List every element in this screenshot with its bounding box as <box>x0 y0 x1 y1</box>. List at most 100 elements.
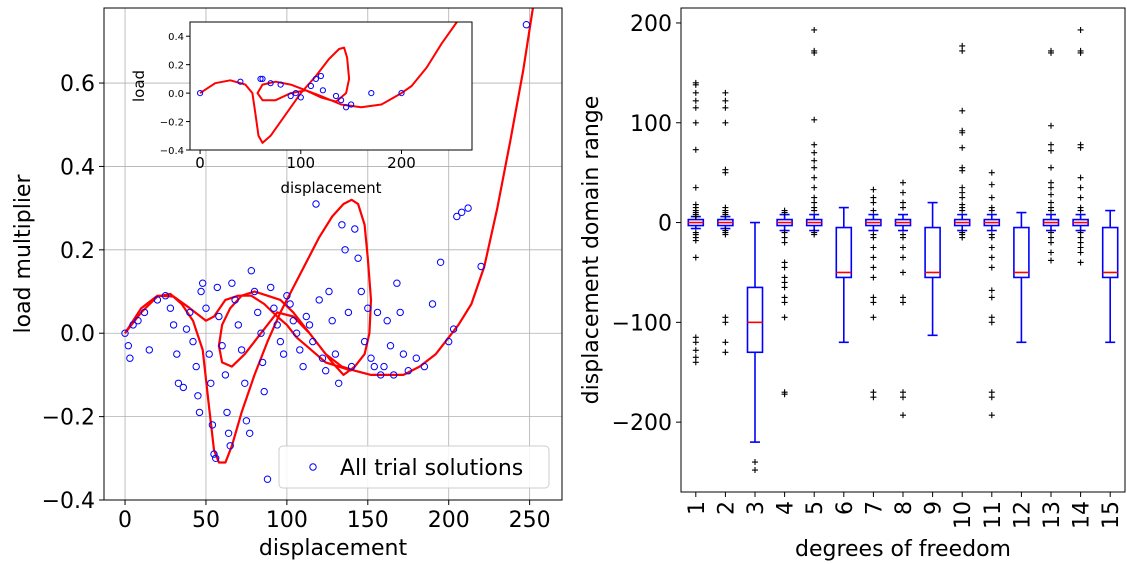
x-tick-label: 2 <box>714 501 739 515</box>
box-flier <box>811 207 818 214</box>
inset-point <box>307 82 314 90</box>
trial-solution-point <box>289 317 297 325</box>
box-flier <box>722 97 729 104</box>
inset-red-path-line <box>199 21 458 144</box>
box-flier <box>752 467 758 474</box>
trial-solution-point <box>145 346 154 354</box>
left-plot-frame <box>103 7 563 501</box>
trial-solution-point <box>223 408 231 417</box>
x-tick-label: 3 <box>744 501 769 515</box>
right-x-axis-title: degrees of freedom <box>795 537 1011 562</box>
box-flier <box>1048 164 1054 171</box>
box-flier <box>988 412 995 419</box>
x-tick-label: 8 <box>892 501 917 515</box>
trial-solution-point <box>312 200 320 208</box>
box-flier <box>692 213 699 220</box>
trial-solution-point <box>134 317 142 325</box>
trial-solution-point <box>296 346 304 354</box>
box-flier <box>900 234 906 241</box>
y-tick-label: −0.2 <box>42 406 95 431</box>
inset-point <box>197 90 204 97</box>
trial-solution-point <box>270 304 278 312</box>
trial-solution-point <box>380 362 388 371</box>
trial-solution-point <box>228 279 236 287</box>
trial-solution-point <box>276 337 285 346</box>
x-tick-label: 100 <box>266 508 308 533</box>
box-flier <box>900 189 906 196</box>
trial-solution-point <box>234 321 243 329</box>
y-tick-label: 0.2 <box>60 239 95 264</box>
box-flier <box>1048 207 1054 214</box>
box-flier <box>1048 122 1054 129</box>
box-flier <box>988 194 995 201</box>
box-flier <box>1048 49 1054 56</box>
x-tick-label: 0 <box>118 508 132 533</box>
box-flier <box>811 141 818 148</box>
inset-point <box>398 90 405 97</box>
box-flier <box>900 394 906 401</box>
box-flier <box>811 184 818 191</box>
red-path-line <box>124 294 352 372</box>
box-flier <box>870 394 877 401</box>
trial-solution-point <box>124 342 133 350</box>
trial-solution-point <box>445 337 453 346</box>
trial-solution-point <box>182 325 191 333</box>
trial-solution-point <box>267 283 275 292</box>
legend: All trial solutions <box>278 445 550 489</box>
box-flier <box>1077 207 1084 214</box>
trial-solution-point <box>279 350 288 358</box>
box-flier <box>692 89 699 96</box>
box-flier <box>900 244 906 251</box>
trial-solution-point <box>292 329 301 337</box>
trial-solution-point <box>351 225 359 233</box>
box-flier <box>1077 249 1084 256</box>
trial-solution-point <box>360 337 369 346</box>
x-tick-label: 5 <box>803 501 828 515</box>
y-tick-label: −0.4 <box>42 489 95 514</box>
box-flier <box>988 319 995 326</box>
x-tick-label: 10 <box>951 501 976 529</box>
trial-solution-point <box>273 321 281 329</box>
trial-solution-point <box>212 454 220 462</box>
inset-y-tick-label: −0.2 <box>160 118 184 129</box>
trial-solution-point <box>179 383 188 392</box>
trial-solution-point <box>169 321 178 329</box>
box-flier <box>1048 184 1054 191</box>
box-flier <box>811 26 818 33</box>
y-tick-label: 0.0 <box>60 322 95 347</box>
trial-solution-point <box>241 379 249 387</box>
box-flier <box>781 264 788 271</box>
trial-solution-point <box>331 350 340 358</box>
box-flier <box>959 167 966 174</box>
box-flier <box>722 231 729 238</box>
box-flier <box>988 294 995 301</box>
inset-point <box>317 72 324 80</box>
box-flier <box>722 119 729 126</box>
inset-point <box>332 92 340 100</box>
trial-solution-point <box>221 371 230 379</box>
box-flier <box>988 287 995 294</box>
box-flier <box>900 204 906 211</box>
trial-solution-point <box>347 362 356 371</box>
trial-solution-point <box>258 358 267 367</box>
trial-solution-point <box>213 283 222 292</box>
trial-solution-point <box>121 329 129 337</box>
left-ticks: 0 50 100 150 200 250 −0.4 −0.2 0.0 0.2 0.4 0.6 <box>42 72 551 533</box>
box-flier <box>870 186 877 193</box>
box-flier <box>811 174 818 181</box>
trial-solution-point <box>283 292 291 300</box>
inset-point <box>343 104 350 111</box>
box-flier <box>1048 249 1054 256</box>
inset-point <box>338 97 345 104</box>
y-tick-label: 100 <box>630 112 672 137</box>
box-flier <box>870 234 877 241</box>
inset-point <box>257 75 264 83</box>
inset-point <box>292 90 299 97</box>
box-flier <box>722 339 729 346</box>
y-tick-label: 0.4 <box>60 155 95 180</box>
x-tick-label: 1 <box>685 501 710 515</box>
box-flier <box>722 211 729 218</box>
trial-solution-point <box>202 304 210 312</box>
